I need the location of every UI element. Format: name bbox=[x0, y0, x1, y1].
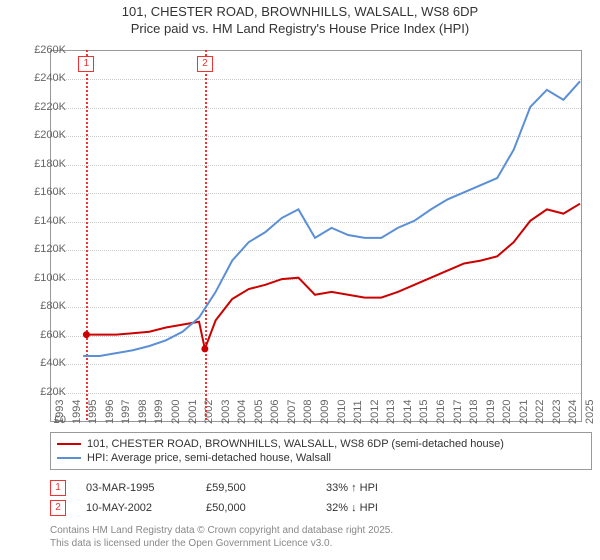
series-property bbox=[86, 204, 580, 349]
data-point bbox=[201, 345, 208, 352]
series-hpi bbox=[83, 81, 580, 356]
data-point bbox=[83, 331, 90, 338]
chart-svg bbox=[0, 0, 600, 560]
